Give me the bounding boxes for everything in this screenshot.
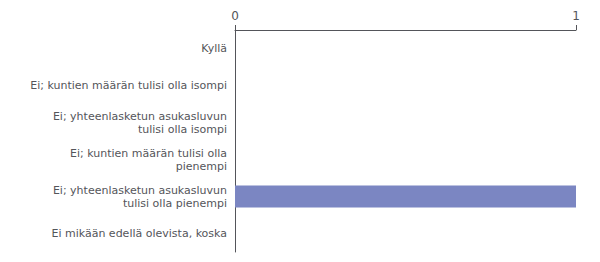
svg-text:Kyllä: Kyllä xyxy=(201,42,227,55)
svg-text:tulisi olla isompi: tulisi olla isompi xyxy=(138,123,227,136)
svg-text:0: 0 xyxy=(231,9,239,23)
svg-text:pienempi: pienempi xyxy=(176,160,227,173)
svg-text:1: 1 xyxy=(572,9,580,23)
svg-text:Ei; kuntien määrän tulisi olla: Ei; kuntien määrän tulisi olla isompi xyxy=(30,79,227,92)
svg-text:tulisi olla pienempi: tulisi olla pienempi xyxy=(123,197,227,210)
svg-text:Ei; kuntien määrän tulisi olla: Ei; kuntien määrän tulisi olla xyxy=(70,147,227,160)
svg-text:Ei; yhteenlasketun asukasluvun: Ei; yhteenlasketun asukasluvun xyxy=(53,110,227,123)
svg-text:Ei mikään edellä olevista, kos: Ei mikään edellä olevista, koska xyxy=(51,227,227,240)
svg-text:Ei; yhteenlasketun asukasluvun: Ei; yhteenlasketun asukasluvun xyxy=(53,184,227,197)
